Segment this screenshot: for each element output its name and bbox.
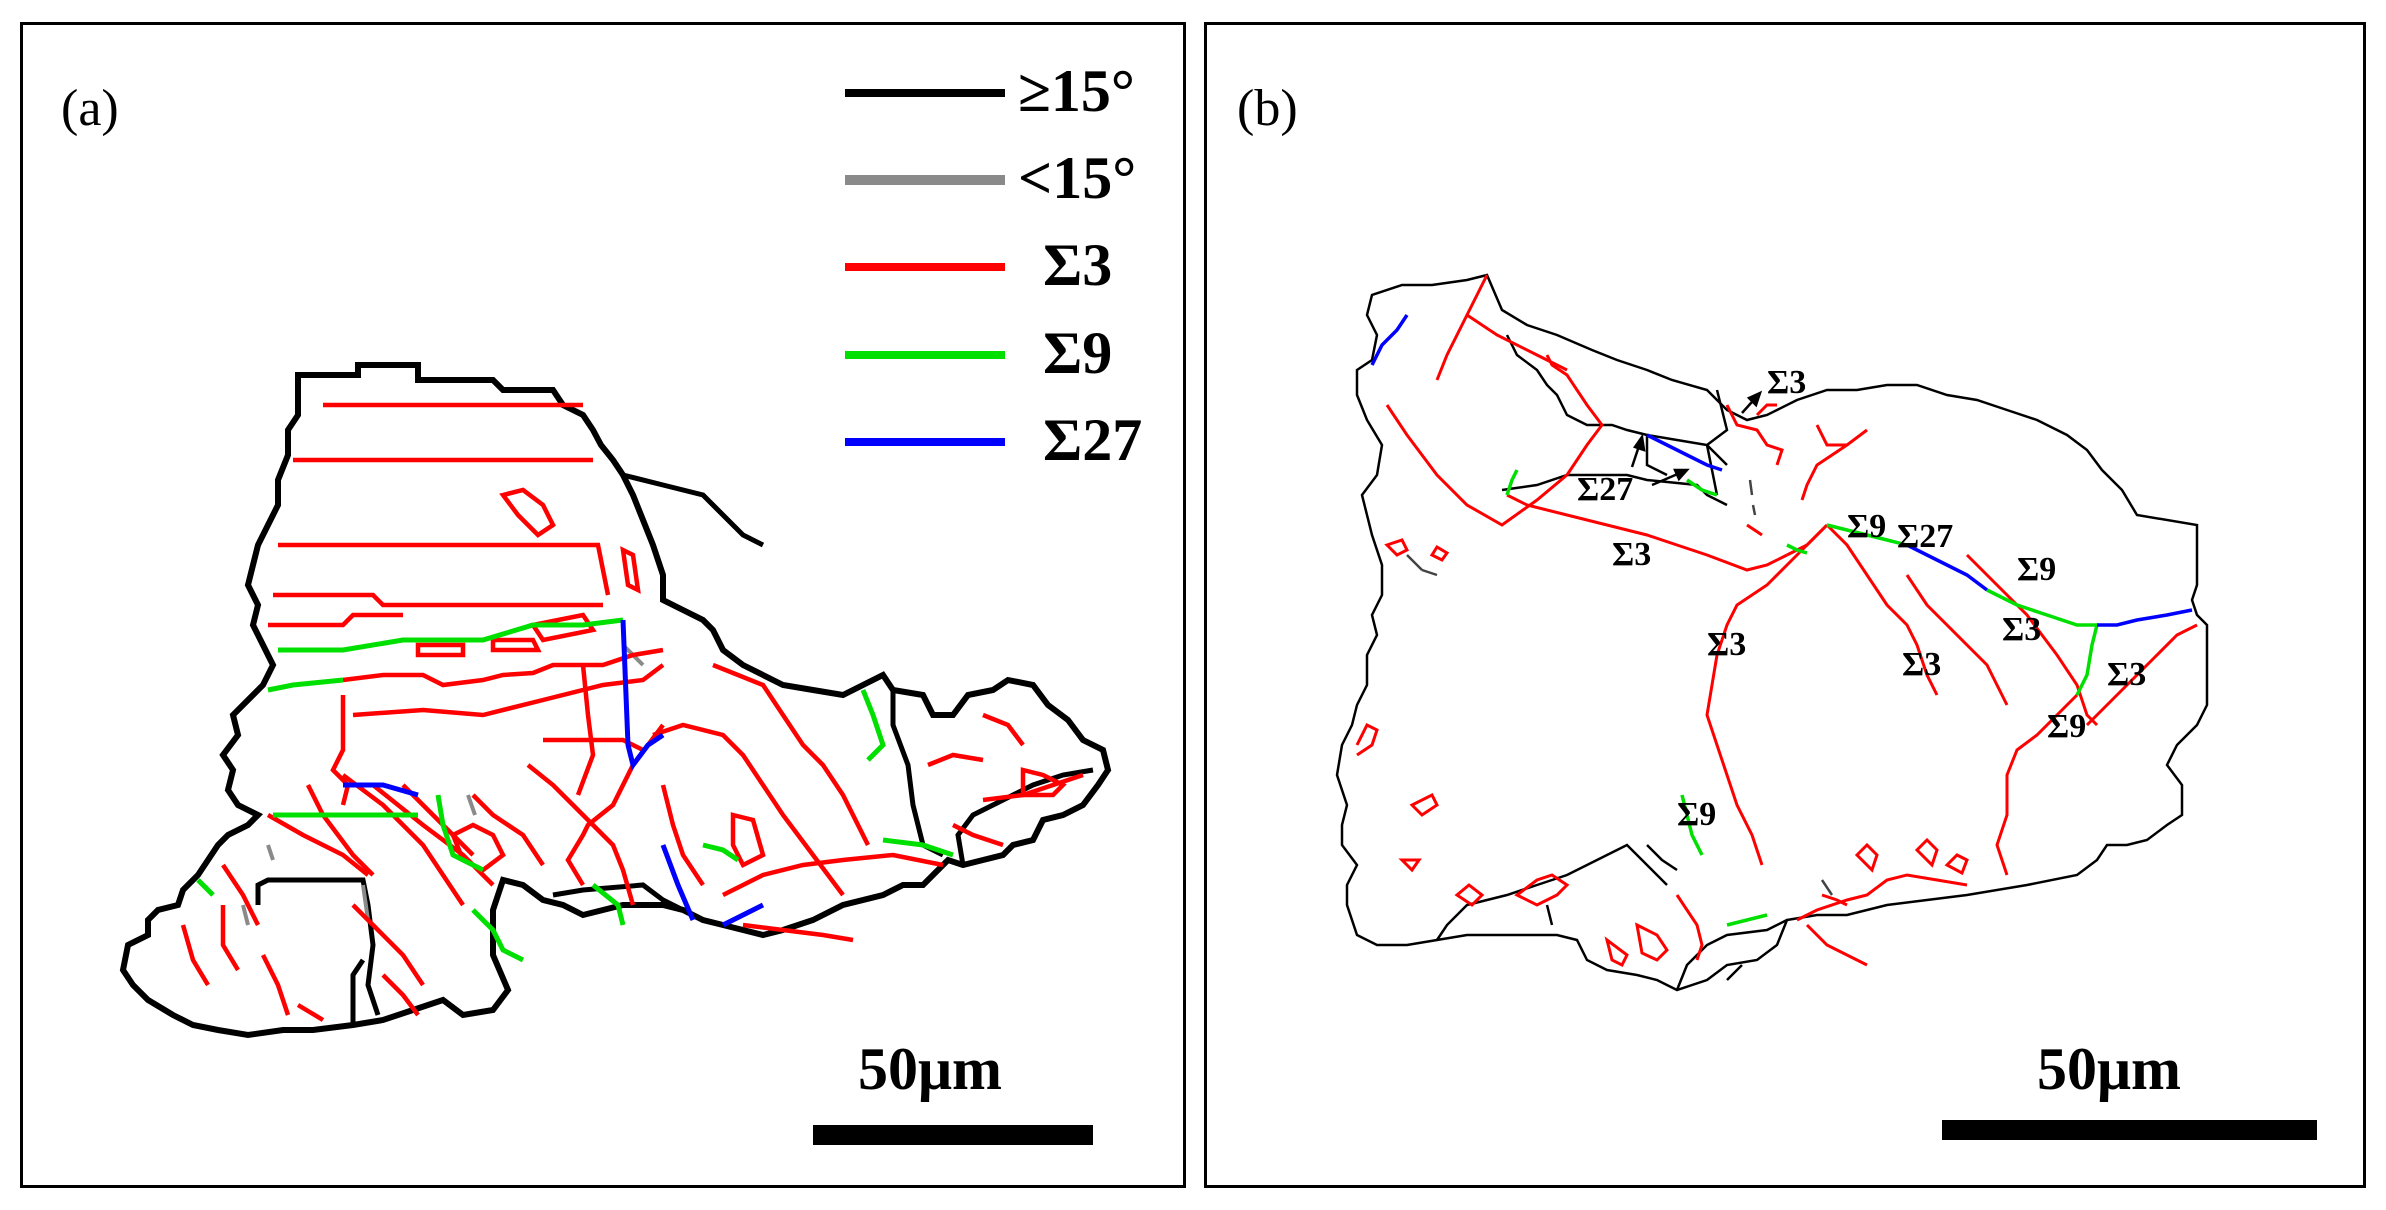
panel-label-b: (b) bbox=[1237, 80, 1298, 137]
annotation-arrows bbox=[1630, 390, 1763, 487]
legend-label-high-angle: ≥15° bbox=[1018, 58, 1135, 124]
sigma27-boundaries-a bbox=[343, 619, 765, 928]
sigma9-boundaries-b bbox=[1505, 469, 2099, 927]
panel-b: Σ3 Σ27 Σ9 Σ27 Σ3 Σ9 Σ3 Σ3 Σ3 Σ3 Σ9 Σ9 (b… bbox=[1204, 22, 2366, 1188]
boundary-annotations-b: Σ3 Σ27 Σ9 Σ27 Σ3 Σ9 Σ3 Σ3 Σ3 Σ3 Σ9 Σ9 bbox=[1577, 364, 2146, 833]
panel-a: ≥15° <15° Σ3 Σ9 Σ27 (a) 50μm bbox=[20, 22, 1186, 1188]
annotation-sigma27-center: Σ27 bbox=[1897, 518, 1953, 555]
annotation-sigma9-lower-left: Σ9 bbox=[1677, 796, 1716, 833]
ebsd-map-a: ≥15° <15° Σ3 Σ9 Σ27 (a) 50μm bbox=[61, 58, 1142, 1145]
ebsd-map-b: Σ3 Σ27 Σ9 Σ27 Σ3 Σ9 Σ3 Σ3 Σ3 Σ3 Σ9 Σ9 (b… bbox=[1237, 80, 2317, 1140]
legend-label-sigma27: Σ27 bbox=[1043, 407, 1142, 473]
annotation-sigma3-mid: Σ3 bbox=[1707, 626, 1746, 663]
annotation-sigma9-center: Σ9 bbox=[1847, 508, 1886, 545]
legend-label-low-angle: <15° bbox=[1018, 145, 1136, 211]
annotation-sigma9-right: Σ9 bbox=[2017, 551, 2056, 588]
scale-bar-b: 50μm bbox=[1942, 1036, 2317, 1140]
sigma9-boundaries-a bbox=[196, 617, 954, 963]
legend-label-sigma3: Σ3 bbox=[1043, 232, 1112, 298]
sigma27-boundaries-b bbox=[1370, 314, 2193, 627]
annotation-sigma3-top: Σ3 bbox=[1767, 364, 1806, 401]
low-angle-boundaries-b bbox=[1406, 479, 1834, 896]
outer-boundary-b bbox=[1335, 273, 2209, 992]
scale-bar-label-b: 50μm bbox=[2037, 1036, 2181, 1102]
black-boundaries-b bbox=[1435, 334, 1788, 991]
annotation-sigma27-left: Σ27 bbox=[1577, 471, 1633, 508]
annotation-sigma3-right: Σ3 bbox=[2002, 611, 2041, 648]
scale-bar-label-a: 50μm bbox=[858, 1036, 1002, 1102]
annotation-sigma3-far-right: Σ3 bbox=[2107, 656, 2146, 693]
annotation-sigma3-left: Σ3 bbox=[1612, 536, 1651, 573]
annotation-sigma3-lower: Σ3 bbox=[1902, 646, 1941, 683]
annotation-sigma9-lower-right: Σ9 bbox=[2047, 708, 2086, 745]
legend: ≥15° <15° Σ3 Σ9 Σ27 bbox=[845, 58, 1142, 473]
sigma3-boundaries-a bbox=[180, 402, 1084, 1022]
black-boundaries-a bbox=[255, 472, 1094, 1025]
outer-boundary-a bbox=[119, 362, 1112, 1039]
panel-label-a: (a) bbox=[61, 80, 119, 137]
legend-label-sigma9: Σ9 bbox=[1043, 320, 1112, 386]
scale-bar-a: 50μm bbox=[813, 1036, 1093, 1145]
